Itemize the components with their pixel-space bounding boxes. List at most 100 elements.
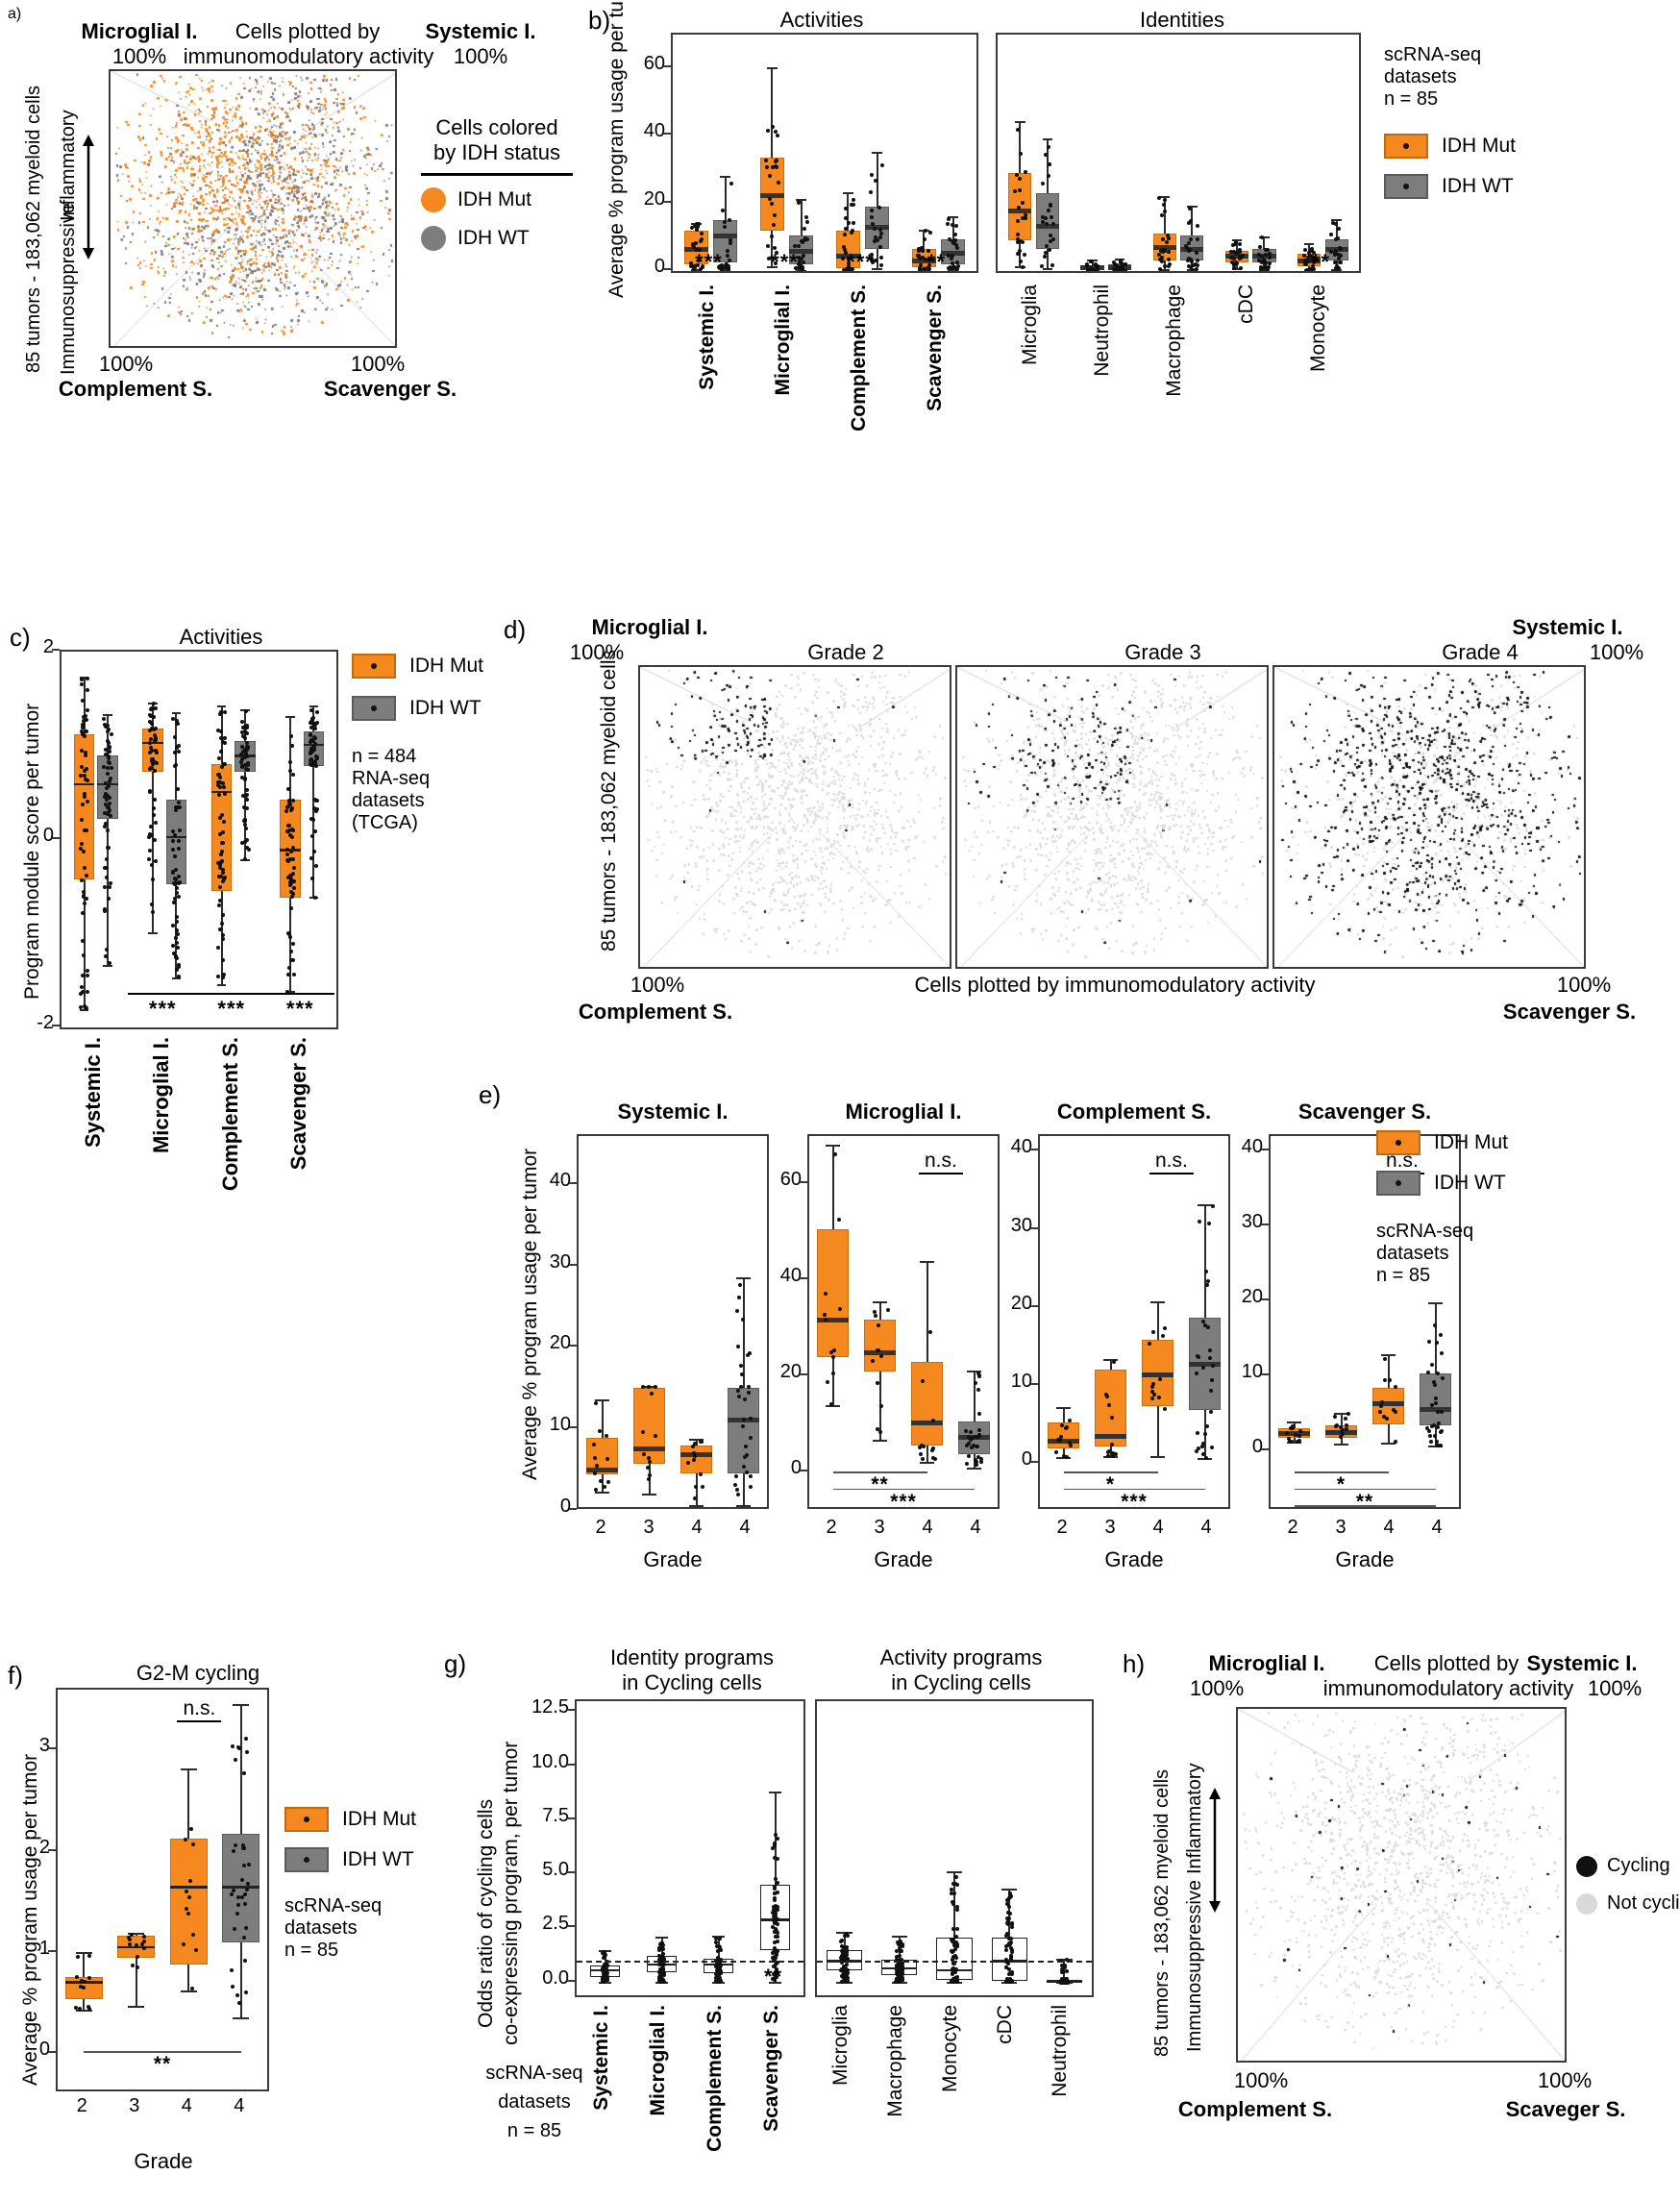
panel-e-chart-1[interactable]: ** *** (807, 1134, 1000, 1509)
panel-c-xlabel: Systemic I. (80, 1037, 105, 1148)
y-tick: 7.5 (542, 1804, 569, 1826)
panel-a-axis-immunosuppressive: Immunosuppressive (58, 203, 79, 375)
panel-g-subtitle-right-line1: Activity programs (879, 1645, 1043, 1669)
y-tick: 20 (1010, 1292, 1032, 1314)
panel-g-xlabel: Neutrophil (1049, 2005, 1072, 2097)
y-tick: 20 (779, 1361, 802, 1382)
panel-e-legend-item-idh-wt[interactable]: IDH WT (1376, 1171, 1626, 1196)
panel-c-note-line1: n = 484 (352, 746, 417, 767)
panel-c-significance: *** (265, 993, 335, 1022)
panel-e-subtitle-1: Microglial I. (845, 1100, 962, 1124)
y-tick: 30 (1010, 1214, 1032, 1236)
panel-g-ylabel-line2: co-expressing program, per tumor (500, 1741, 522, 2045)
panel-a-scatter[interactable] (109, 69, 397, 348)
idh-mut-box-icon (1376, 1130, 1421, 1155)
panel-b-legend-item-idh-wt[interactable]: IDH WT (1384, 174, 1643, 199)
panel-f-grade-label: 3 (129, 2095, 140, 2116)
panel-b-subtitle-activities: Activities (779, 8, 864, 32)
panel-e-chart-2[interactable]: * *** (1038, 1134, 1230, 1509)
panel-f-legend: IDH Mut IDH WT scRNA-seq datasets n = 85 (284, 1807, 496, 1962)
panel-f-note-line2: datasets (284, 1917, 358, 1939)
panel-g-identity-chart[interactable] (575, 1699, 805, 1997)
box (165, 800, 187, 885)
panel-h-double-arrow-icon (1209, 1788, 1221, 1913)
panel-c-legend-label-1: IDH WT (409, 697, 482, 719)
panel-b-xlabel: Macrophage (1163, 284, 1185, 397)
box (210, 764, 233, 892)
panel-b-activities-chart[interactable] (671, 33, 978, 273)
panel-a-corner-bottomleft-pct: 100% (98, 352, 154, 376)
panel-g-xlabel: Monocyte (939, 2005, 961, 2093)
panel-g-letter: g) (444, 1649, 467, 1678)
idh-wt-box-icon (352, 696, 396, 721)
panel-g-subtitle-right-line2: in Cycling cells (891, 1670, 1031, 1694)
panel-g-note-line3: n = 85 (506, 2120, 562, 2141)
panel-f-legend-label-1: IDH WT (342, 1848, 414, 1870)
panel-e-grade-label: 2 (595, 1517, 606, 1538)
panel-d-scatter-grade2[interactable] (638, 665, 951, 969)
y-tick: 40 (643, 120, 665, 142)
panel-e-chart-3[interactable]: ****** (1269, 1134, 1461, 1509)
panel-c-xlabel: Microglial I. (149, 1037, 174, 1154)
panel-e-chart-0[interactable] (577, 1134, 769, 1509)
panel-b-legend-item-idh-mut[interactable]: IDH Mut (1384, 134, 1643, 159)
panel-d-scatter-grade4[interactable] (1272, 665, 1586, 969)
panel-a-legend-divider (421, 173, 573, 176)
panel-b-significance: ** (1311, 250, 1330, 274)
y-tick: 5.0 (542, 1859, 569, 1880)
panel-c-title: Activities (179, 625, 263, 649)
panel-a-ylabel: 85 tumors - 183,062 myeloid cells (23, 85, 44, 373)
panel-h-scatter[interactable] (1236, 1707, 1567, 2063)
panel-b-identities-chart[interactable] (996, 33, 1361, 273)
idh-mut-dot-icon (421, 187, 446, 212)
panel-b-significance: ** (926, 250, 947, 274)
panel-d-scatter-grade3[interactable] (955, 665, 1269, 969)
panel-a-legend-item-idh-mut[interactable]: IDH Mut (421, 187, 579, 212)
panel-b-letter: b) (588, 6, 611, 35)
y-tick: 40 (779, 1265, 802, 1286)
panel-h-corner-bottomleft: Complement S. (1177, 2097, 1333, 2121)
panel-h-corner-bottomleft-pct: 100% (1233, 2068, 1289, 2092)
panel-f-legend-item-idh-wt[interactable]: IDH WT (284, 1847, 496, 1872)
box (169, 1838, 208, 1965)
panel-g-significance: ** (763, 1965, 783, 1989)
panel-d-ylabel: 85 tumors - 183,062 myeloid cells (598, 650, 620, 952)
y-tick: -2 (37, 1012, 54, 1033)
panel-a-legend-item-idh-wt[interactable]: IDH WT (421, 226, 579, 251)
y-tick: 30 (549, 1250, 571, 1273)
panel-a-legend-title-line1: Cells colored (435, 115, 558, 139)
cycling-dot-icon (1576, 1855, 1597, 1877)
idh-mut-box-icon (352, 654, 396, 679)
panel-f-chart[interactable]: ** (56, 1688, 269, 2091)
panel-h-legend-item-cycling[interactable]: Cycling (1576, 1855, 1680, 1877)
panel-e-legend-item-idh-mut[interactable]: IDH Mut (1376, 1130, 1626, 1155)
panel-h-corner-bottomright: Scaveger S. (1505, 2097, 1626, 2121)
panel-e-grade-label: 2 (826, 1517, 837, 1538)
panel-c-legend-item-idh-wt[interactable]: IDH WT (352, 696, 544, 721)
panel-f-legend-item-idh-mut[interactable]: IDH Mut (284, 1807, 496, 1832)
panel-c-chart[interactable] (60, 650, 338, 1029)
panel-b-xlabel: Neutrophil (1090, 284, 1113, 377)
panel-h-legend-item-not-cycling[interactable]: Not cycling (1576, 1892, 1680, 1915)
panel-b-significance: *** (847, 250, 875, 274)
idh-mut-box-icon (284, 1807, 329, 1832)
panel-a-legend-label-0: IDH Mut (457, 188, 532, 210)
panel-e-grade-label: 3 (643, 1517, 655, 1538)
box (632, 1387, 666, 1464)
panel-h-corner-topright-pct: 100% (1587, 1676, 1643, 1700)
panel-g-activity-chart[interactable] (815, 1699, 1094, 1997)
panel-a-double-arrow-icon (83, 135, 94, 260)
panel-f-grade-label: 4 (234, 2095, 245, 2116)
panel-b-xlabel: Systemic I. (695, 284, 718, 390)
y-tick: 2 (38, 1836, 50, 1858)
panel-e-legend-label-1: IDH WT (1434, 1172, 1506, 1194)
panel-d-corner-topleft: Microglial I. (591, 615, 708, 639)
panel-f-letter: f) (8, 1661, 23, 1690)
panel-e-ns-label: n.s. (919, 1149, 963, 1174)
panel-b-xlabel: Monocyte (1307, 284, 1330, 373)
panel-e-grade-label: 4 (1152, 1517, 1164, 1538)
y-tick: 10 (1241, 1360, 1263, 1382)
panel-c-legend-item-idh-mut[interactable]: IDH Mut (352, 654, 544, 679)
panel-g-note-line1: scRNA-seq (485, 2063, 583, 2084)
panel-g-subtitle-left-line2: in Cycling cells (622, 1670, 762, 1694)
